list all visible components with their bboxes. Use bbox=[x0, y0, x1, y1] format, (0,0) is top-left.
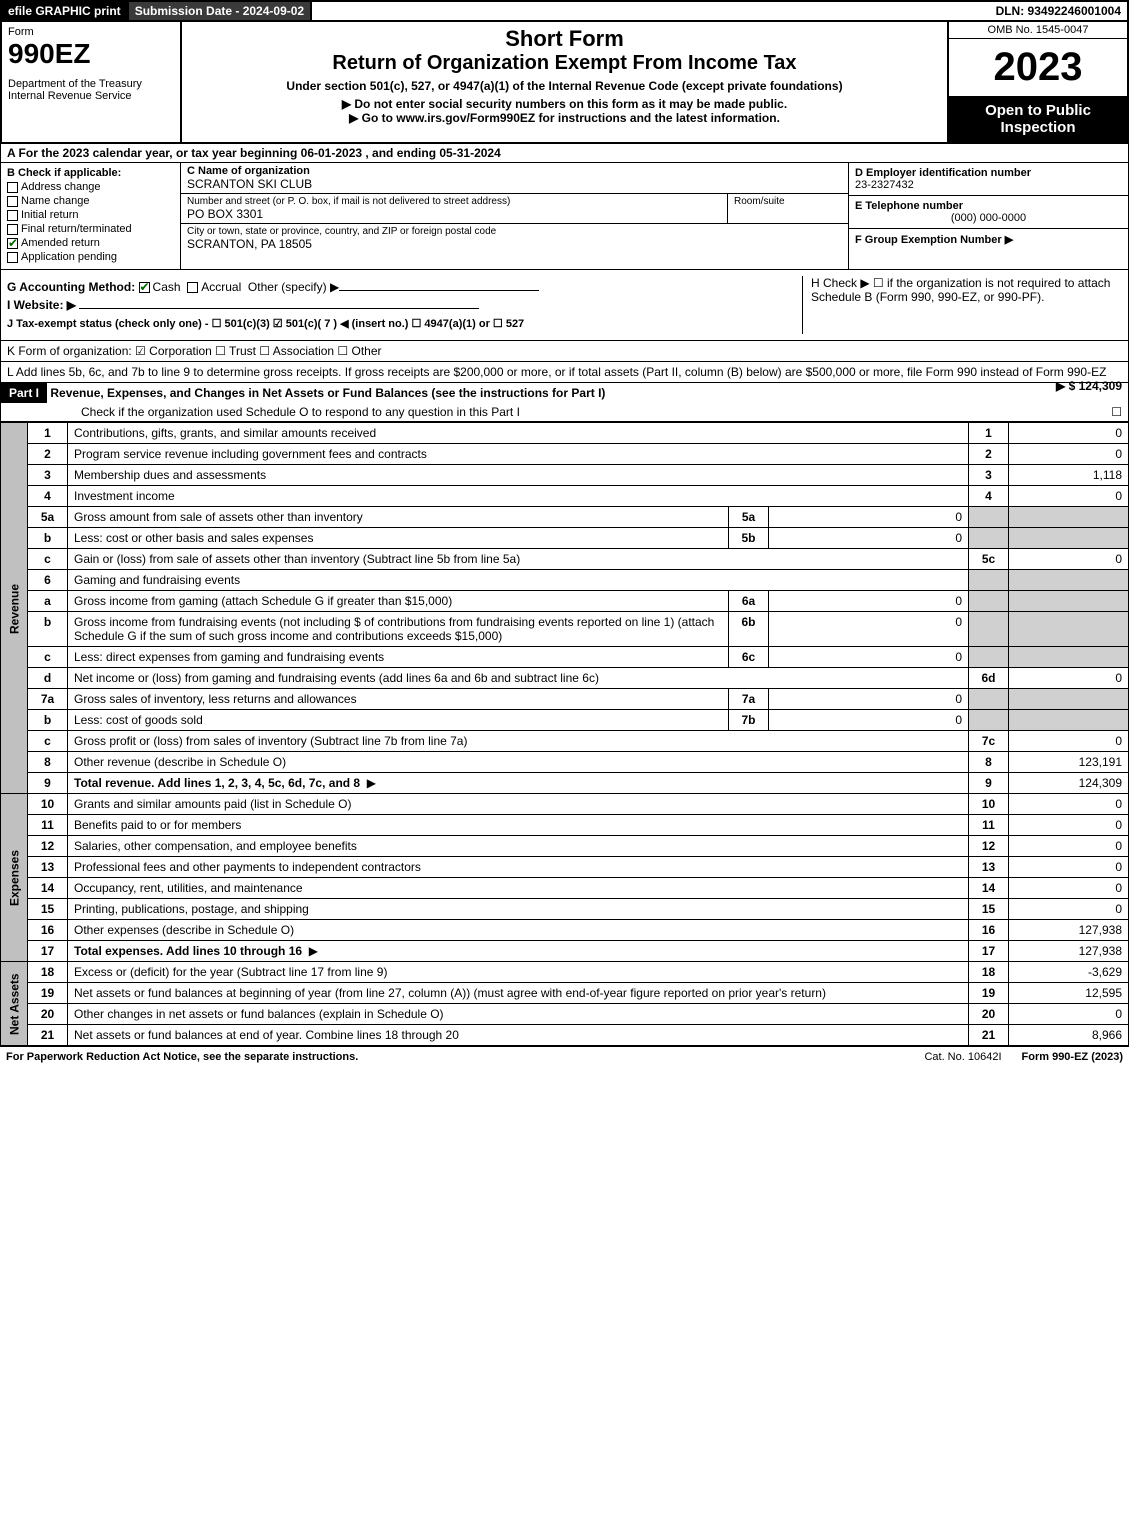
box-b-header: B Check if applicable: bbox=[7, 167, 174, 179]
dept-label: Department of the Treasury Internal Reve… bbox=[8, 78, 174, 102]
check-application-pending[interactable]: Application pending bbox=[7, 251, 174, 263]
city-label: City or town, state or province, country… bbox=[187, 226, 842, 237]
check-accrual[interactable] bbox=[187, 282, 198, 293]
omb-number: OMB No. 1545-0047 bbox=[949, 22, 1127, 39]
tel: (000) 000-0000 bbox=[855, 212, 1122, 224]
box-d: D Employer identification number 23-2327… bbox=[848, 163, 1128, 269]
line-i: I Website: ▶ bbox=[7, 298, 802, 312]
note-ssn: ▶ Do not enter social security numbers o… bbox=[192, 97, 937, 111]
part-i-check[interactable]: ☐ bbox=[1111, 405, 1122, 419]
tel-label: E Telephone number bbox=[855, 200, 1122, 212]
line-j: J Tax-exempt status (check only one) - ☐… bbox=[7, 316, 802, 330]
revenue-vlabel: Revenue bbox=[1, 423, 28, 794]
group-row: F Group Exemption Number ▶ bbox=[849, 229, 1128, 250]
form-label: Form bbox=[8, 26, 174, 38]
revenue-table: Revenue 1Contributions, gifts, grants, a… bbox=[0, 422, 1129, 1046]
footer: For Paperwork Reduction Act Notice, see … bbox=[0, 1046, 1129, 1067]
tel-row: E Telephone number (000) 000-0000 bbox=[849, 196, 1128, 229]
header-left: Form 990EZ Department of the Treasury In… bbox=[2, 22, 182, 142]
section-gh: G Accounting Method: Cash Accrual Other … bbox=[0, 270, 1129, 341]
header-center: Short Form Return of Organization Exempt… bbox=[182, 22, 947, 142]
ein-row: D Employer identification number 23-2327… bbox=[849, 163, 1128, 196]
other-specify-input[interactable] bbox=[339, 290, 539, 291]
part-i-label: Part I bbox=[1, 383, 47, 403]
addr-label: Number and street (or P. O. box, if mail… bbox=[187, 196, 721, 207]
check-cash[interactable] bbox=[139, 282, 150, 293]
city: SCRANTON, PA 18505 bbox=[187, 237, 842, 251]
line-l: L Add lines 5b, 6c, and 7b to line 9 to … bbox=[0, 362, 1129, 383]
title-short-form: Short Form bbox=[192, 26, 937, 52]
part-i-header: Part I Revenue, Expenses, and Changes in… bbox=[0, 383, 1129, 422]
org-name-row: C Name of organization SCRANTON SKI CLUB bbox=[181, 163, 848, 194]
line-1-amt: 0 bbox=[1009, 423, 1129, 444]
footer-right: Form 990-EZ (2023) bbox=[1022, 1051, 1123, 1063]
footer-center: Cat. No. 10642I bbox=[924, 1051, 1001, 1063]
efile-button[interactable]: efile GRAPHIC print bbox=[2, 2, 129, 20]
check-name-change[interactable]: Name change bbox=[7, 195, 174, 207]
dln: DLN: 93492246001004 bbox=[990, 2, 1127, 20]
ein: 23-2327432 bbox=[855, 179, 1122, 191]
city-row: City or town, state or province, country… bbox=[181, 224, 848, 253]
note-irs-link[interactable]: ▶ Go to www.irs.gov/Form990EZ for instru… bbox=[192, 111, 937, 125]
ein-label: D Employer identification number bbox=[855, 167, 1122, 179]
open-to-public: Open to Public Inspection bbox=[949, 96, 1127, 142]
org-name: SCRANTON SKI CLUB bbox=[187, 177, 842, 191]
room-label: Room/suite bbox=[734, 196, 842, 207]
topbar: efile GRAPHIC print Submission Date - 20… bbox=[0, 0, 1129, 22]
line-l-amount: ▶ $ 124,309 bbox=[1056, 379, 1122, 393]
footer-left: For Paperwork Reduction Act Notice, see … bbox=[6, 1051, 904, 1063]
line-h: H Check ▶ ☐ if the organization is not r… bbox=[802, 276, 1122, 334]
subtitle: Under section 501(c), 527, or 4947(a)(1)… bbox=[192, 79, 937, 93]
website-input[interactable] bbox=[79, 308, 479, 309]
addr-row: Number and street (or P. O. box, if mail… bbox=[181, 194, 848, 224]
line-k: K Form of organization: ☑ Corporation ☐ … bbox=[0, 341, 1129, 362]
header-right: OMB No. 1545-0047 2023 Open to Public In… bbox=[947, 22, 1127, 142]
netassets-vlabel: Net Assets bbox=[1, 962, 28, 1046]
line-1-desc: Contributions, gifts, grants, and simila… bbox=[68, 423, 969, 444]
addr: PO BOX 3301 bbox=[187, 207, 721, 221]
box-c: C Name of organization SCRANTON SKI CLUB… bbox=[181, 163, 848, 269]
form-number: 990EZ bbox=[8, 38, 174, 70]
check-address-change[interactable]: Address change bbox=[7, 181, 174, 193]
form-header: Form 990EZ Department of the Treasury In… bbox=[0, 22, 1129, 144]
check-final-return[interactable]: Final return/terminated bbox=[7, 223, 174, 235]
check-initial-return[interactable]: Initial return bbox=[7, 209, 174, 221]
line-g: G Accounting Method: Cash Accrual Other … bbox=[7, 280, 802, 294]
box-b: B Check if applicable: Address change Na… bbox=[1, 163, 181, 269]
boxes-bcd: B Check if applicable: Address change Na… bbox=[0, 163, 1129, 270]
expenses-vlabel: Expenses bbox=[1, 794, 28, 962]
line-a: A For the 2023 calendar year, or tax yea… bbox=[0, 144, 1129, 163]
title-return: Return of Organization Exempt From Incom… bbox=[192, 52, 937, 75]
tax-year: 2023 bbox=[949, 39, 1127, 96]
group-label: F Group Exemption Number ▶ bbox=[855, 233, 1122, 246]
submission-date: Submission Date - 2024-09-02 bbox=[129, 2, 312, 20]
org-name-label: C Name of organization bbox=[187, 165, 842, 177]
part-i-title: Revenue, Expenses, and Changes in Net As… bbox=[50, 386, 605, 400]
part-i-check-text: Check if the organization used Schedule … bbox=[81, 405, 520, 419]
check-amended-return[interactable]: Amended return bbox=[7, 237, 174, 249]
